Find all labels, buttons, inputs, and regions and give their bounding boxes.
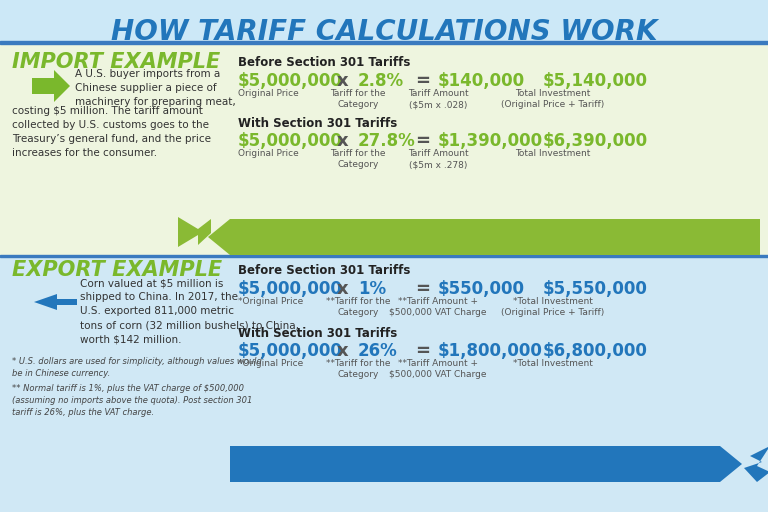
Bar: [0, 256, 768, 512]
Text: Original Price: Original Price: [238, 149, 299, 158]
Bar: [230, 219, 760, 255]
Text: Tariff for the
Category: Tariff for the Category: [330, 89, 386, 110]
Text: 1%: 1%: [358, 280, 386, 298]
Text: **Tariff Amount +
$500,000 VAT Charge: **Tariff Amount + $500,000 VAT Charge: [389, 297, 487, 317]
Text: =: =: [415, 280, 431, 298]
Text: **Tariff for the
Category: **Tariff for the Category: [326, 297, 390, 317]
Text: =: =: [415, 132, 431, 150]
Bar: [0, 41, 768, 44]
Text: =: =: [415, 342, 431, 360]
Text: costing $5 million. The tariff amount
collected by U.S. customs goes to the
Trea: costing $5 million. The tariff amount co…: [12, 106, 211, 158]
Text: $5,000,000: $5,000,000: [238, 280, 343, 298]
Text: Before Section 301 Tariffs: Before Section 301 Tariffs: [238, 56, 410, 69]
Text: With Section 301 Tariffs: With Section 301 Tariffs: [238, 117, 397, 130]
Polygon shape: [208, 219, 230, 255]
Text: IMPORT EXAMPLE: IMPORT EXAMPLE: [12, 52, 220, 72]
Text: *Original Price: *Original Price: [238, 359, 303, 368]
Text: $550,000: $550,000: [438, 280, 525, 298]
Text: HOW TARIFF CALCULATIONS WORK: HOW TARIFF CALCULATIONS WORK: [111, 18, 657, 46]
Text: *Total Investment: *Total Investment: [513, 359, 593, 368]
Text: **Tariff Amount +
$500,000 VAT Charge: **Tariff Amount + $500,000 VAT Charge: [389, 359, 487, 379]
Text: x: x: [337, 132, 349, 150]
Text: $5,550,000: $5,550,000: [543, 280, 648, 298]
Text: With Section 301 Tariffs: With Section 301 Tariffs: [238, 327, 397, 340]
Bar: [0, 255, 768, 257]
Text: 2.8%: 2.8%: [358, 72, 404, 90]
Text: ** Normal tariff is 1%, plus the VAT charge of $500,000
(assuming no imports abo: ** Normal tariff is 1%, plus the VAT cha…: [12, 384, 253, 417]
Text: EXPORT EXAMPLE: EXPORT EXAMPLE: [12, 260, 222, 280]
Text: +$1.25 million additional lost to corn buyer.: +$1.25 million additional lost to corn b…: [293, 457, 657, 472]
Text: *Total Investment
(Original Price + Tariff): *Total Investment (Original Price + Tari…: [502, 297, 604, 317]
Polygon shape: [744, 446, 768, 482]
Bar: [230, 446, 720, 482]
Text: 27.8%: 27.8%: [358, 132, 415, 150]
Text: *Original Price: *Original Price: [238, 297, 303, 306]
Text: Tariff for the
Category: Tariff for the Category: [330, 149, 386, 169]
Text: Total Investment: Total Investment: [515, 149, 591, 158]
Text: Original Price: Original Price: [238, 89, 299, 98]
Text: Before Section 301 Tariffs: Before Section 301 Tariffs: [238, 264, 410, 277]
Polygon shape: [178, 217, 211, 247]
Text: $5,000,000: $5,000,000: [238, 72, 343, 90]
Text: $1,390,000: $1,390,000: [438, 132, 543, 150]
Text: 26%: 26%: [358, 342, 398, 360]
Text: x: x: [337, 280, 349, 298]
Text: x: x: [337, 72, 349, 90]
Text: * U.S. dollars are used for simplicity, although values would
be in Chinese curr: * U.S. dollars are used for simplicity, …: [12, 357, 262, 378]
Text: $5,000,000: $5,000,000: [238, 342, 343, 360]
Text: A U.S. buyer imports from a
Chinese supplier a piece of
machinery for preparing : A U.S. buyer imports from a Chinese supp…: [75, 69, 236, 107]
Bar: [0, 44, 768, 256]
Text: **Tariff for the
Category: **Tariff for the Category: [326, 359, 390, 379]
Text: =: =: [415, 72, 431, 90]
Polygon shape: [34, 294, 77, 310]
Text: $5,000,000: $5,000,000: [238, 132, 343, 150]
Text: Tariff Amount
($5m x .028): Tariff Amount ($5m x .028): [408, 89, 468, 110]
Text: $140,000: $140,000: [438, 72, 525, 90]
Polygon shape: [32, 70, 70, 102]
Text: $6,800,000: $6,800,000: [543, 342, 648, 360]
Text: Total Investment
(Original Price + Tariff): Total Investment (Original Price + Tarif…: [502, 89, 604, 110]
Polygon shape: [720, 446, 742, 482]
Text: $1,800,000: $1,800,000: [438, 342, 543, 360]
Text: $6,390,000: $6,390,000: [543, 132, 648, 150]
Text: $5,140,000: $5,140,000: [543, 72, 648, 90]
Text: Corn valued at $5 million is
shipped to China. In 2017, the
U.S. exported 811,00: Corn valued at $5 million is shipped to …: [80, 278, 299, 344]
Text: +$1.25 million additional lost to machinery buyer.: +$1.25 million additional lost to machin…: [298, 229, 712, 245]
Text: x: x: [337, 342, 349, 360]
Text: Tariff Amount
($5m x .278): Tariff Amount ($5m x .278): [408, 149, 468, 169]
